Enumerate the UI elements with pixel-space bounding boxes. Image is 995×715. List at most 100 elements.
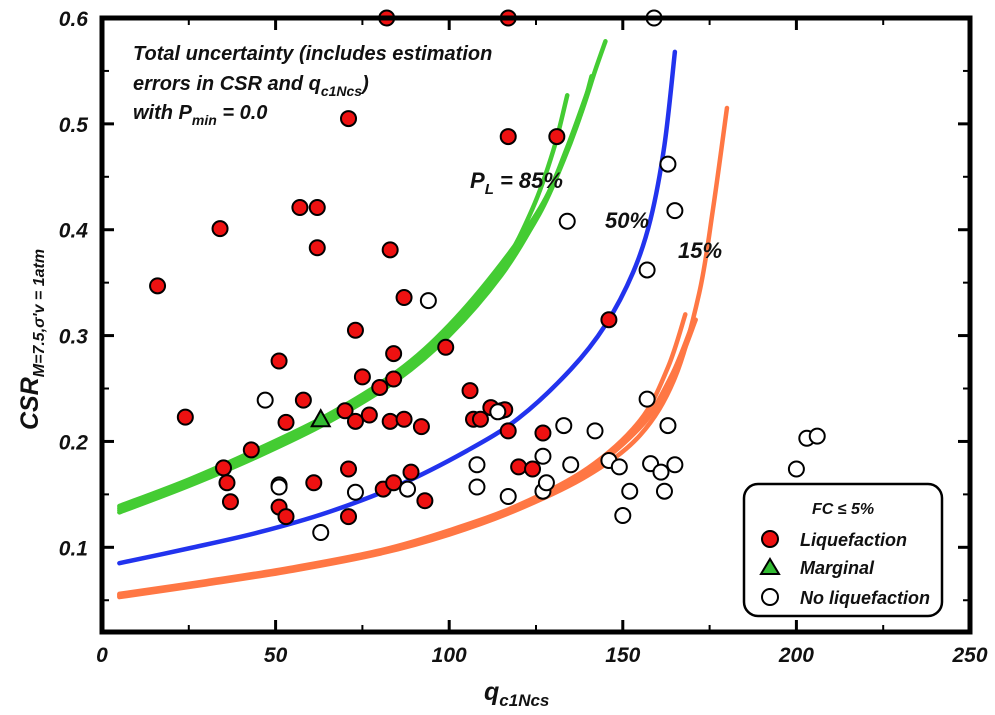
curve-50-line-1 xyxy=(117,49,678,566)
liquefaction-point xyxy=(371,378,389,396)
no-liquefaction-point xyxy=(659,417,677,435)
liquefaction-point xyxy=(242,441,260,459)
curve-15-line-2 xyxy=(117,312,688,597)
y-tick-label: 0.1 xyxy=(59,537,88,560)
no-liquefaction-point xyxy=(666,202,684,220)
legend: FC ≤ 5% Liquefaction Marginal No liquefa… xyxy=(742,482,944,618)
curve-label-85: PL = 85% xyxy=(470,168,563,198)
no-liquefaction-point xyxy=(537,474,555,492)
y-tick-label: 0.5 xyxy=(59,114,89,137)
no-liquefaction-point xyxy=(555,417,573,435)
y-tick-label: 0.2 xyxy=(59,431,89,454)
liquefaction-point xyxy=(524,460,542,478)
liquefaction-point xyxy=(385,345,403,363)
no-liquefaction-point xyxy=(399,480,417,498)
x-tick-label: 50 xyxy=(264,644,288,667)
liquefaction-point xyxy=(346,412,364,430)
liquefaction-point xyxy=(305,474,323,492)
no-liquefaction-point xyxy=(787,460,805,478)
legend-marker-no-liquefaction xyxy=(761,588,779,606)
x-tick-label: 200 xyxy=(778,644,814,667)
no-liquefaction-point xyxy=(586,422,604,440)
liquefaction-point xyxy=(291,198,309,216)
no-liquefaction-point xyxy=(346,483,364,501)
liquefaction-point xyxy=(176,408,194,426)
no-liquefaction-point xyxy=(468,456,486,474)
legend-marker-marginal xyxy=(759,557,781,575)
no-liquefaction-point xyxy=(534,447,552,465)
liquefaction-point xyxy=(534,424,552,442)
liquefaction-point xyxy=(215,459,233,477)
no-liquefaction-point xyxy=(558,212,576,230)
liquefaction-point xyxy=(437,338,455,356)
legend-marker-liquefaction xyxy=(761,530,779,548)
x-tick-label: 250 xyxy=(951,644,987,667)
no-liquefaction-point xyxy=(256,391,274,409)
liquefaction-point xyxy=(308,198,326,216)
no-liquefaction-point xyxy=(666,456,684,474)
y-tick-label: 0.4 xyxy=(59,220,89,243)
curve-85-line-3 xyxy=(117,73,594,513)
marginal-point xyxy=(310,408,332,428)
no-liquefaction-point xyxy=(489,403,507,421)
liquefaction-point xyxy=(277,508,295,526)
liquefaction-point xyxy=(346,321,364,339)
liquefaction-point xyxy=(336,402,354,420)
liquefaction-point xyxy=(308,239,326,257)
liquefaction-point xyxy=(412,418,430,436)
liquefaction-point xyxy=(211,220,229,238)
liquefaction-point xyxy=(461,382,479,400)
liquefaction-point xyxy=(340,460,358,478)
no-liquefaction-point xyxy=(638,390,656,408)
liquefaction-point xyxy=(395,288,413,306)
liquefaction-point xyxy=(221,493,239,511)
no-liquefaction-point xyxy=(659,155,677,173)
legend-label-marginal: Marginal xyxy=(800,558,875,578)
data-points xyxy=(149,9,826,541)
liquefaction-point xyxy=(381,241,399,259)
liquefaction-point xyxy=(149,277,167,295)
no-liquefaction-point xyxy=(312,523,330,541)
legend-title: FC ≤ 5% xyxy=(812,501,874,518)
liquefaction-point xyxy=(294,391,312,409)
liquefaction-point xyxy=(277,413,295,431)
no-liquefaction-point xyxy=(621,482,639,500)
curve-85-line-2 xyxy=(117,93,570,511)
curve-label-15: 15% xyxy=(678,238,722,263)
axis-ticks: 0 50 100 150 200 250 0.1 0.2 0.3 0.4 0.5 0.6 xyxy=(59,8,988,667)
y-axis-title: CSRM=7.5,σ'v = 1atm xyxy=(16,249,48,430)
no-liquefaction-point xyxy=(808,427,826,445)
curve-label-50: 50% xyxy=(605,208,649,233)
no-liquefaction-point xyxy=(614,507,632,525)
no-liquefaction-point xyxy=(468,478,486,496)
legend-label-liquefaction: Liquefaction xyxy=(800,530,907,550)
liquefaction-point xyxy=(353,368,371,386)
no-liquefaction-point xyxy=(562,456,580,474)
x-axis-title: qc1Ncs xyxy=(484,678,549,710)
liquefaction-point xyxy=(416,492,434,510)
liquefaction-point xyxy=(381,412,399,430)
liquefaction-point xyxy=(340,508,358,526)
x-tick-label: 100 xyxy=(432,644,467,667)
liquefaction-point xyxy=(360,406,378,424)
y-tick-label: 0.6 xyxy=(59,8,89,31)
liquefaction-point xyxy=(270,352,288,370)
annotation-line-2: errors in CSR and qc1Ncs) xyxy=(133,73,369,99)
liquefaction-point xyxy=(471,410,489,428)
no-liquefaction-point xyxy=(499,487,517,505)
liquefaction-point xyxy=(385,370,403,388)
annotation-line-3: with Pmin = 0.0 xyxy=(133,102,267,128)
y-tick-label: 0.3 xyxy=(59,326,89,349)
x-tick-label: 150 xyxy=(605,644,640,667)
uncertainty-annotation: Total uncertainty (includes estimation e… xyxy=(133,43,492,128)
liquefaction-point xyxy=(402,463,420,481)
no-liquefaction-point xyxy=(419,292,437,310)
liquefaction-point xyxy=(395,410,413,428)
curve-85-line-4 xyxy=(117,87,591,509)
no-liquefaction-point xyxy=(270,478,288,496)
legend-label-no-liquefaction: No liquefaction xyxy=(800,588,930,608)
liquefaction-point xyxy=(510,458,528,476)
x-tick-label: 0 xyxy=(96,644,108,667)
curve-15-line-4 xyxy=(117,317,698,598)
